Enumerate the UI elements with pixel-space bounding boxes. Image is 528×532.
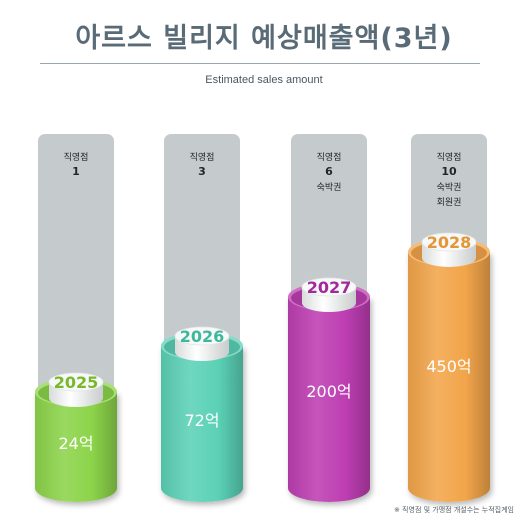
annotation-2027-1: 6 <box>325 165 333 178</box>
year-puck-top-2028 <box>421 232 477 252</box>
chart-subtitle: Estimated sales amount <box>205 74 323 86</box>
value-label-2026: 72억 <box>184 411 219 430</box>
annotation-2028-2: 숙박권 <box>437 181 462 193</box>
annotation-2026-1: 3 <box>198 165 206 178</box>
title-divider <box>40 63 480 64</box>
year-label-2027: 2027 <box>307 278 352 297</box>
value-label-2027: 200억 <box>306 382 351 401</box>
bar-2028 <box>408 252 490 502</box>
year-label-2026: 2026 <box>180 327 225 346</box>
annotation-2028-3: 회원권 <box>437 196 462 208</box>
year-label-2025: 2025 <box>54 373 99 392</box>
annotation-2028-0: 직영점 <box>437 151 462 163</box>
year-label-2028: 2028 <box>427 233 472 252</box>
page-title: 아르스 빌리지 예상매출액(3년) <box>75 23 453 54</box>
year-puck-top-2027 <box>301 277 357 297</box>
annotation-2027-2: 숙박권 <box>317 181 342 193</box>
footnote: ※ 직영점 및 가맹점 개설수는 누적집계임 <box>393 506 514 514</box>
annotation-2025-0: 직영점 <box>64 151 89 163</box>
annotation-2028-1: 10 <box>441 165 457 178</box>
value-label-2028: 450억 <box>426 357 471 376</box>
value-label-2025: 24억 <box>58 434 93 453</box>
bar-2026 <box>161 346 243 502</box>
annotation-2025-1: 1 <box>72 165 80 178</box>
year-puck-top-2025 <box>48 372 104 392</box>
annotation-2026-0: 직영점 <box>190 151 215 163</box>
annotation-2027-0: 직영점 <box>317 151 342 163</box>
year-puck-top-2026 <box>174 326 230 346</box>
bar-2027 <box>288 297 370 502</box>
bar-2025 <box>35 392 117 502</box>
